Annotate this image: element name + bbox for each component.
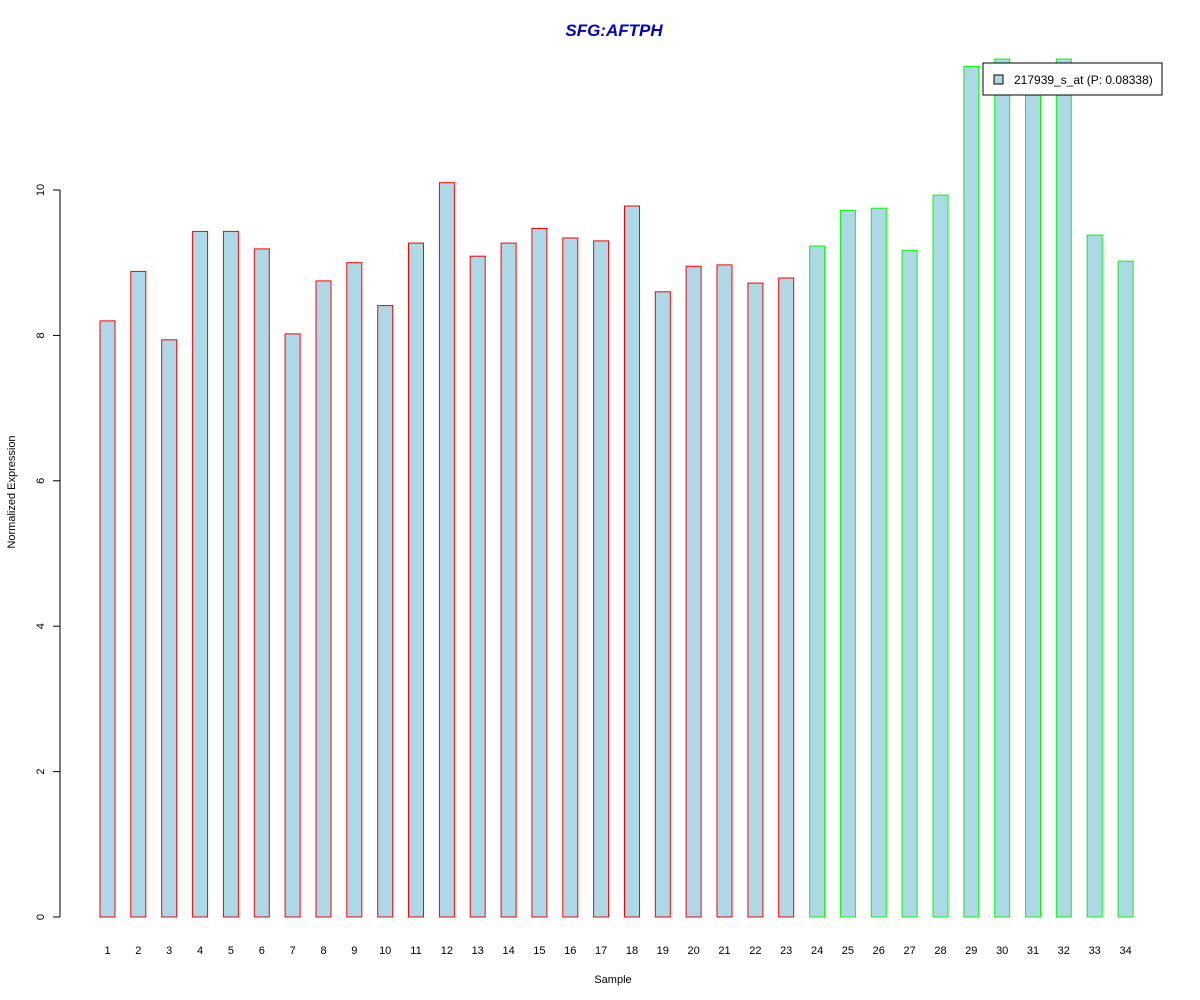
- x-tick-label: 7: [290, 945, 296, 957]
- x-tick-label: 22: [749, 945, 761, 957]
- x-tick-label: 8: [320, 945, 326, 957]
- legend-box: [982, 62, 1163, 96]
- bar: [469, 255, 486, 918]
- bar: [809, 245, 826, 918]
- x-tick-label: 34: [1119, 945, 1131, 957]
- bar: [531, 228, 548, 918]
- x-tick-label: 23: [780, 945, 792, 957]
- x-tick-label: 28: [934, 945, 946, 957]
- bar: [408, 242, 424, 918]
- x-tick-label: 2: [135, 945, 141, 957]
- x-tick-label: 3: [166, 945, 172, 957]
- bar: [130, 270, 147, 918]
- x-tick-label: 17: [595, 945, 607, 957]
- x-tick-label: 19: [657, 945, 669, 957]
- x-tick-label: 20: [687, 945, 699, 957]
- bar: [1025, 73, 1041, 918]
- x-tick-label: 11: [410, 945, 421, 957]
- bar: [315, 280, 332, 918]
- x-tick-label: 27: [903, 945, 915, 957]
- chart-title: SFG:AFTPH: [565, 21, 663, 40]
- bar: [963, 65, 980, 918]
- x-tick-label: 14: [502, 945, 514, 957]
- x-tick-label: 29: [965, 945, 977, 957]
- bar: [624, 205, 640, 918]
- bar: [161, 339, 178, 918]
- bar: [870, 207, 887, 918]
- x-tick-label: 10: [379, 945, 391, 957]
- bar: [192, 230, 209, 918]
- x-tick-label: 16: [564, 945, 576, 957]
- bar: [716, 264, 733, 918]
- y-tick-label: 2: [35, 769, 47, 775]
- x-tick-label: 12: [441, 945, 453, 957]
- x-tick-label: 30: [996, 945, 1008, 957]
- bar: [438, 182, 455, 918]
- bar: [685, 265, 702, 918]
- x-tick-label: 26: [873, 945, 885, 957]
- x-tick-label: 32: [1058, 945, 1070, 957]
- x-tick-label: 13: [472, 945, 484, 957]
- bar: [654, 291, 671, 918]
- bar: [253, 248, 270, 918]
- x-tick-label: 6: [259, 945, 265, 957]
- x-tick-label: 1: [104, 945, 110, 957]
- x-tick-label: 5: [228, 945, 234, 957]
- bar: [284, 333, 301, 918]
- bar: [932, 194, 949, 918]
- bar: [901, 249, 918, 918]
- bar: [778, 277, 795, 918]
- y-axis-label: Normalized Expression: [6, 435, 18, 548]
- y-tick-label: 8: [35, 332, 47, 338]
- bar: [747, 282, 764, 918]
- legend-label: 217939_s_at (P: 0.08338): [1014, 73, 1153, 87]
- x-tick-label: 21: [718, 945, 730, 957]
- bar: [1086, 234, 1103, 918]
- bar: [377, 305, 394, 918]
- y-tick-label: 10: [35, 184, 47, 196]
- bar: [839, 209, 856, 918]
- bar: [1055, 58, 1072, 918]
- x-tick-label: 9: [351, 945, 357, 957]
- y-tick-label: 6: [35, 478, 47, 484]
- bar: [562, 237, 579, 918]
- x-tick-labels: 1 2 3 4 5 6 7 8 9 10 11 12 13 14 15 16 17 18 19 20 21 22 23 24 2…: [104, 945, 1131, 957]
- bar: [500, 242, 517, 918]
- x-tick-label: 18: [626, 945, 638, 957]
- y-axis: 0 2 4 6 8 10: [35, 184, 61, 920]
- x-tick-label: 31: [1027, 945, 1039, 957]
- y-tick-label: 0: [35, 914, 47, 920]
- bar: [99, 320, 116, 918]
- x-tick-label: 33: [1089, 945, 1101, 957]
- legend: 217939_s_at (P: 0.08338): [982, 62, 1163, 96]
- bar: [593, 240, 610, 918]
- x-tick-label: 24: [811, 945, 823, 957]
- x-tick-label: 4: [197, 945, 203, 957]
- bar: [222, 230, 239, 918]
- y-tick-label: 4: [35, 623, 47, 629]
- bar: [1117, 260, 1134, 918]
- bars-group: [99, 58, 1134, 918]
- x-axis-label: Sample: [594, 974, 631, 986]
- x-tick-label: 15: [533, 945, 545, 957]
- bar: [346, 262, 363, 918]
- bar: [994, 58, 1011, 918]
- legend-swatch: [993, 74, 1004, 85]
- x-tick-label: 25: [842, 945, 854, 957]
